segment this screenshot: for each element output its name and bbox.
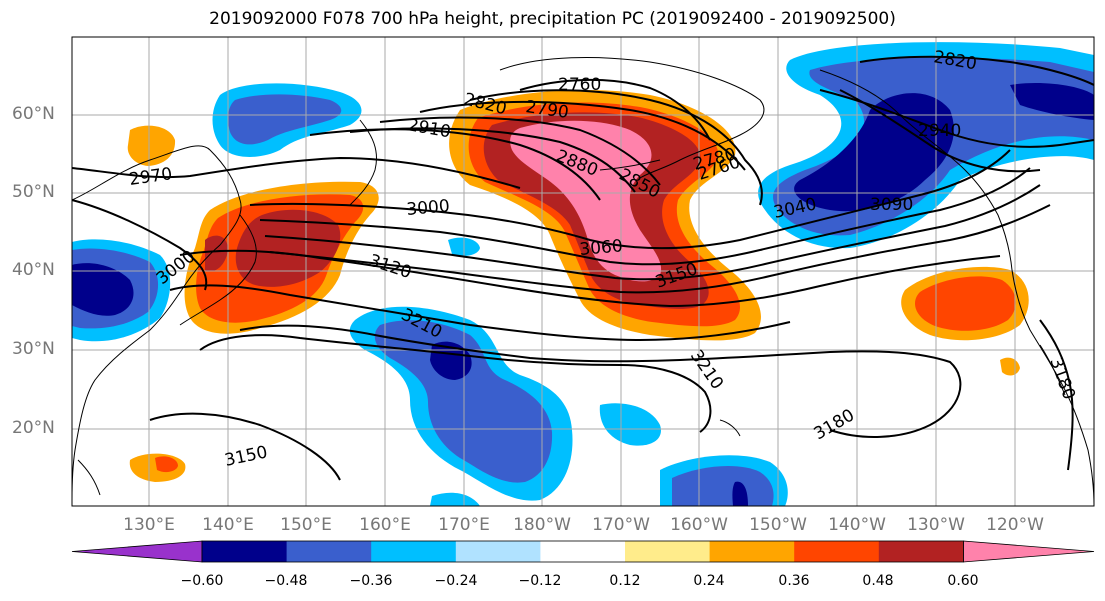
colorbar-label: 0.36 bbox=[778, 573, 810, 589]
colorbar-segment bbox=[794, 541, 880, 562]
lat-label: 40°N bbox=[12, 260, 55, 280]
coast-philippines bbox=[77, 459, 101, 496]
lon-label: 140°W bbox=[828, 515, 886, 535]
precip-positive-westcoast-mid bbox=[915, 276, 1016, 331]
colorbar-label: −0.24 bbox=[434, 573, 478, 589]
contour-ne bbox=[839, 89, 1041, 173]
colorbar-label: −0.48 bbox=[264, 573, 308, 589]
coast-kamchatka bbox=[349, 119, 377, 206]
contour-3030 bbox=[259, 167, 1031, 266]
colorbar-label: −0.36 bbox=[349, 573, 393, 589]
lon-label: 160°E bbox=[359, 515, 411, 535]
lon-label: 160°W bbox=[670, 515, 728, 535]
coast-baja bbox=[1039, 344, 1066, 396]
coast-alaska bbox=[499, 56, 765, 179]
contour-label: 3090 bbox=[870, 195, 913, 215]
colorbar-extend-low bbox=[71, 540, 203, 563]
lat-label: 30°N bbox=[12, 339, 55, 359]
contour-2910 bbox=[309, 128, 601, 201]
colorbar-label: −0.12 bbox=[518, 573, 562, 589]
lon-label: 150°W bbox=[749, 515, 807, 535]
colorbar-label: 0.24 bbox=[693, 573, 725, 589]
precip-negative-small2 bbox=[599, 403, 661, 446]
colorbar-segment bbox=[286, 541, 372, 562]
colorbar-segment bbox=[455, 541, 541, 562]
contour-3180 bbox=[239, 324, 962, 438]
contour-2760 bbox=[519, 79, 711, 141]
precip-negative-central-core bbox=[430, 341, 472, 380]
colorbar-segment bbox=[371, 541, 457, 562]
lat-label: 20°N bbox=[12, 418, 55, 438]
contour-3150-s bbox=[149, 412, 341, 481]
precip-negative-south-core bbox=[732, 481, 748, 506]
coastlines bbox=[71, 56, 1095, 507]
precip-negative-central-mid bbox=[374, 320, 553, 483]
precip-negative-gulf-core2 bbox=[1010, 83, 1094, 120]
precip-negative-gulf-core bbox=[794, 93, 954, 212]
contour-3090 bbox=[269, 204, 1051, 294]
contour-label: 3060 bbox=[579, 236, 624, 260]
contour-3120 bbox=[179, 249, 1001, 308]
colorbar-label: 0.60 bbox=[947, 573, 979, 589]
colorbar-label: −0.60 bbox=[180, 573, 224, 589]
lon-label: 150°E bbox=[280, 515, 332, 535]
colorbar-segment bbox=[709, 541, 795, 562]
lon-label: 130°E bbox=[123, 515, 175, 535]
coast-hawaii bbox=[719, 419, 741, 437]
precip-negative-south2 bbox=[430, 492, 480, 506]
colorbar-segment bbox=[202, 541, 288, 562]
coast-japan bbox=[179, 214, 257, 326]
contour-2820-w bbox=[419, 100, 746, 171]
contour-3000-b bbox=[249, 149, 1011, 250]
contour-3180-e bbox=[1039, 319, 1074, 471]
colorbar-extend-high bbox=[963, 540, 1095, 563]
contour-3210 bbox=[199, 334, 712, 433]
lon-label: 130°W bbox=[907, 515, 965, 535]
contour-label: 2940 bbox=[918, 121, 961, 141]
colorbar-segment bbox=[625, 541, 711, 562]
precip-positive-south-core bbox=[155, 456, 178, 473]
contour-3060 bbox=[264, 184, 1041, 281]
contour-2820-e bbox=[859, 55, 1095, 86]
lon-label: 180°W bbox=[513, 515, 571, 535]
precip-positive-bering-pink bbox=[510, 120, 662, 282]
contour-2850 bbox=[379, 116, 661, 186]
lat-label: 50°N bbox=[12, 182, 55, 202]
colorbar-segment bbox=[540, 541, 626, 562]
lon-label: 170°W bbox=[592, 515, 650, 535]
lon-label: 170°E bbox=[438, 515, 490, 535]
contour-3150 bbox=[169, 284, 791, 342]
precip-fill-layer bbox=[72, 42, 1094, 506]
precip-positive-westpac-small bbox=[205, 235, 228, 272]
lon-label: 140°E bbox=[202, 515, 254, 535]
gridlines bbox=[72, 37, 1094, 506]
colorbar-segments bbox=[71, 540, 1095, 563]
coast-aleutians bbox=[599, 159, 661, 171]
precip-negative-south-mid bbox=[672, 466, 774, 506]
contour-label: 3000 bbox=[406, 196, 451, 220]
contour-label: 2760 bbox=[558, 75, 601, 95]
lat-label: 60°N bbox=[12, 104, 55, 124]
precip-negative-japan-core bbox=[72, 263, 134, 316]
colorbar-label: 0.12 bbox=[609, 573, 641, 589]
colorbar-frame bbox=[201, 540, 964, 563]
map-title: 2019092000 F078 700 hPa height, precipit… bbox=[209, 9, 896, 29]
height-contours bbox=[71, 55, 1095, 481]
precip-positive-westpac-core bbox=[235, 209, 341, 287]
contour-2970 bbox=[71, 156, 521, 189]
coast-northamerica bbox=[819, 69, 1095, 507]
coast-asia bbox=[71, 145, 242, 501]
colorbar-segment bbox=[878, 541, 964, 562]
lon-label: 120°W bbox=[986, 515, 1044, 535]
precip-negative-okhotsk-mid bbox=[227, 94, 342, 145]
contour-3000 bbox=[71, 199, 208, 291]
map-frame bbox=[71, 36, 1095, 507]
contour-2790 bbox=[469, 89, 763, 206]
colorbar-label: 0.48 bbox=[862, 573, 894, 589]
contour-2940 bbox=[819, 89, 1095, 148]
